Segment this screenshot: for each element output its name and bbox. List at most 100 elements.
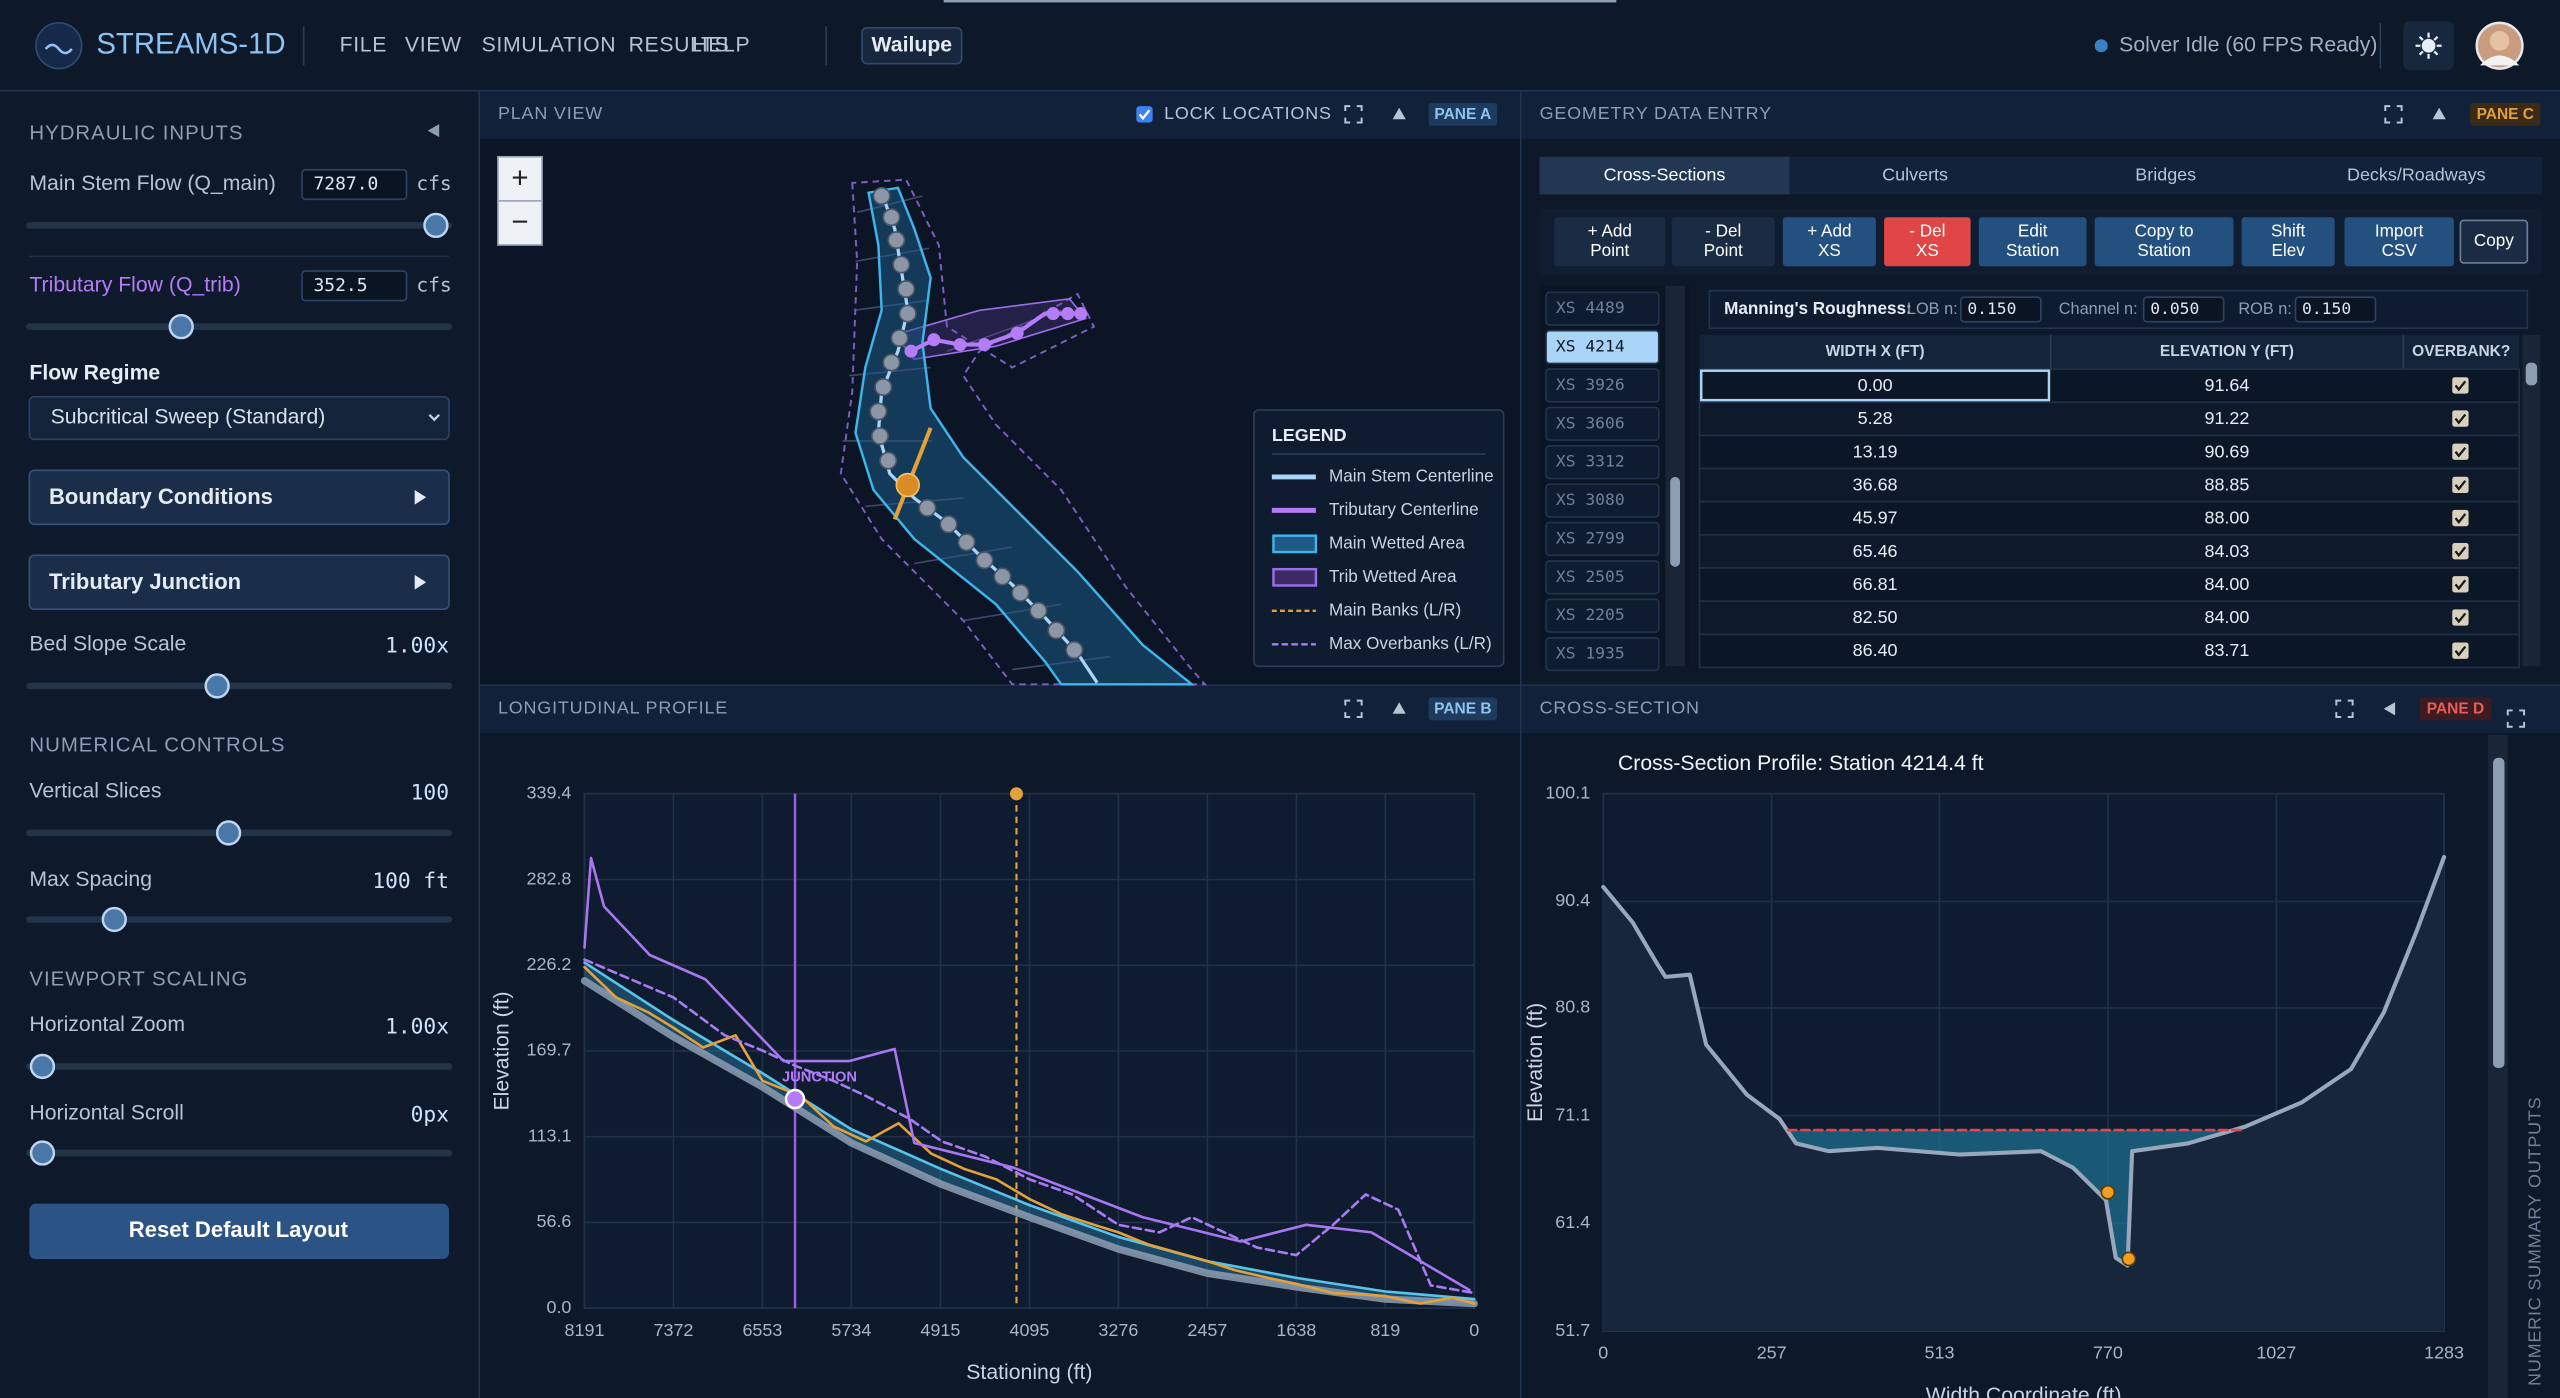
toolbar-button[interactable] [1554,217,1666,267]
toolbar-button[interactable] [2344,217,2454,267]
toolbar-button[interactable] [1782,217,1876,267]
fullscreen-icon[interactable] [2384,105,2403,124]
checkbox[interactable] [2452,609,2469,626]
table-cell[interactable]: 65.46 [1853,541,1898,561]
button-label[interactable]: Copy to [2135,220,2194,240]
slider-thumb[interactable] [215,820,242,846]
checkbox[interactable] [1136,106,1153,123]
zoom-out-button[interactable] [497,200,543,246]
section-item[interactable] [1545,291,1660,326]
tab[interactable]: Bridges [2135,164,2196,184]
table-cell[interactable]: 86.40 [1853,640,1898,660]
table-cell[interactable]: 0.00 [1858,375,1893,395]
toolbar-button[interactable] [2094,217,2234,267]
slider-thumb[interactable] [168,313,194,340]
scroll-thumb[interactable] [2525,362,2538,386]
button-label[interactable]: XS [1916,240,1939,260]
section-item-label[interactable]: XS 4489 [1556,298,1625,317]
toolbar-button[interactable] [1671,217,1775,267]
input-value[interactable]: 0.050 [2150,299,2199,318]
tab[interactable]: Cross-Sections [1604,164,1726,184]
button-label[interactable]: - Del [1909,220,1945,240]
collapsible[interactable] [28,469,450,526]
section-marker[interactable] [1009,787,1024,801]
table-cell[interactable]: 13.19 [1853,441,1898,461]
zoom-out[interactable]: − [511,206,528,239]
menu-item[interactable]: FILE [340,33,387,56]
button-label[interactable]: + Add [1807,220,1851,240]
section-item-label[interactable]: XS 2799 [1556,528,1625,547]
side-icon[interactable] [2383,702,2396,716]
table-cell[interactable]: 84.00 [2204,607,2249,627]
button-label[interactable]: Import [2375,220,2424,240]
button-label[interactable]: Station [2137,240,2190,260]
button-label[interactable]: Point [1590,240,1629,260]
section-item[interactable] [1545,560,1660,595]
dropdown[interactable] [28,396,450,441]
section-item-label[interactable]: XS 1935 [1556,644,1625,663]
section-item[interactable] [1545,445,1660,480]
fullscreen-icon[interactable] [1344,699,1363,718]
slider-thumb[interactable] [204,673,230,699]
input-value[interactable]: 7287.0 [313,174,378,195]
logo[interactable] [35,22,83,70]
slider-thumb[interactable] [29,1053,56,1080]
toolbar-button[interactable] [2241,217,2335,267]
table-cell[interactable]: 36.68 [1853,474,1898,494]
menu-item[interactable]: RESULTS [629,33,730,56]
button-label[interactable]: Edit [2018,220,2048,240]
scrollbar[interactable] [2522,334,2541,667]
project-box[interactable] [861,26,963,65]
table-cell[interactable]: 91.22 [2204,408,2249,428]
reset-button[interactable] [29,1203,449,1260]
section-item-label[interactable]: XS 3312 [1556,452,1625,471]
checkbox[interactable] [2452,543,2469,560]
number-input[interactable] [2142,296,2225,323]
fullscreen-icon[interactable] [2335,699,2354,718]
button-label[interactable]: Elev [2272,240,2306,260]
button-label[interactable]: Shift [2271,220,2306,240]
tab-active[interactable] [1539,156,1790,195]
button-label[interactable]: - Del [1705,220,1741,240]
section-item[interactable] [1545,598,1660,633]
button-label[interactable]: + Add [1588,220,1632,240]
side-panel-label[interactable]: NUMERIC SUMMARY OUTPUTS [2524,1096,2544,1385]
checkbox-label[interactable]: LOCK LOCATIONS [1164,103,1332,123]
zoom-in-button[interactable] [497,155,543,202]
section-item-label[interactable]: XS 3080 [1556,490,1625,509]
slider-thumb[interactable] [423,212,449,239]
checkbox[interactable] [2452,476,2469,494]
project-name[interactable]: Wailupe [872,33,953,56]
menu-item[interactable]: HELP [692,33,750,56]
button-label[interactable]: Reset Default Layout [129,1217,349,1242]
checkbox[interactable] [2452,642,2469,659]
button-label[interactable]: XS [1818,240,1841,260]
checkbox[interactable] [2452,509,2469,527]
slider-thumb[interactable] [29,1140,56,1166]
fullscreen-icon[interactable] [1344,105,1363,124]
slider-thumb[interactable] [101,906,127,933]
table-cell[interactable]: 84.03 [2204,541,2249,561]
section-item-label[interactable]: XS 3926 [1556,375,1625,394]
table-cell[interactable]: 84.00 [2204,574,2249,594]
menu-item[interactable]: SIMULATION [482,33,617,56]
toolbar-button[interactable] [1978,217,2087,267]
collapse-icon[interactable] [1392,107,1406,120]
table-cell[interactable]: 91.64 [2204,375,2249,395]
table-cell[interactable]: 88.85 [2204,474,2249,494]
junction-marker[interactable] [784,1088,806,1110]
table-cell[interactable]: 83.71 [2204,640,2249,660]
input-value[interactable]: 0.150 [2302,299,2351,318]
table-cell[interactable]: 88.00 [2204,508,2249,528]
input-value[interactable]: 0.150 [1967,299,2016,318]
number-input[interactable] [301,169,408,201]
section-item[interactable] [1545,483,1660,518]
collapse-icon[interactable] [1392,702,1406,714]
cell-focus[interactable] [1700,369,2051,402]
section-item[interactable] [1545,329,1660,365]
collapse-icon[interactable] [2432,107,2446,120]
button-label[interactable]: Station [2006,240,2059,260]
section-item-label[interactable]: XS 2505 [1556,567,1625,586]
number-input[interactable] [2294,296,2377,323]
scroll-thumb[interactable] [1670,476,1680,567]
